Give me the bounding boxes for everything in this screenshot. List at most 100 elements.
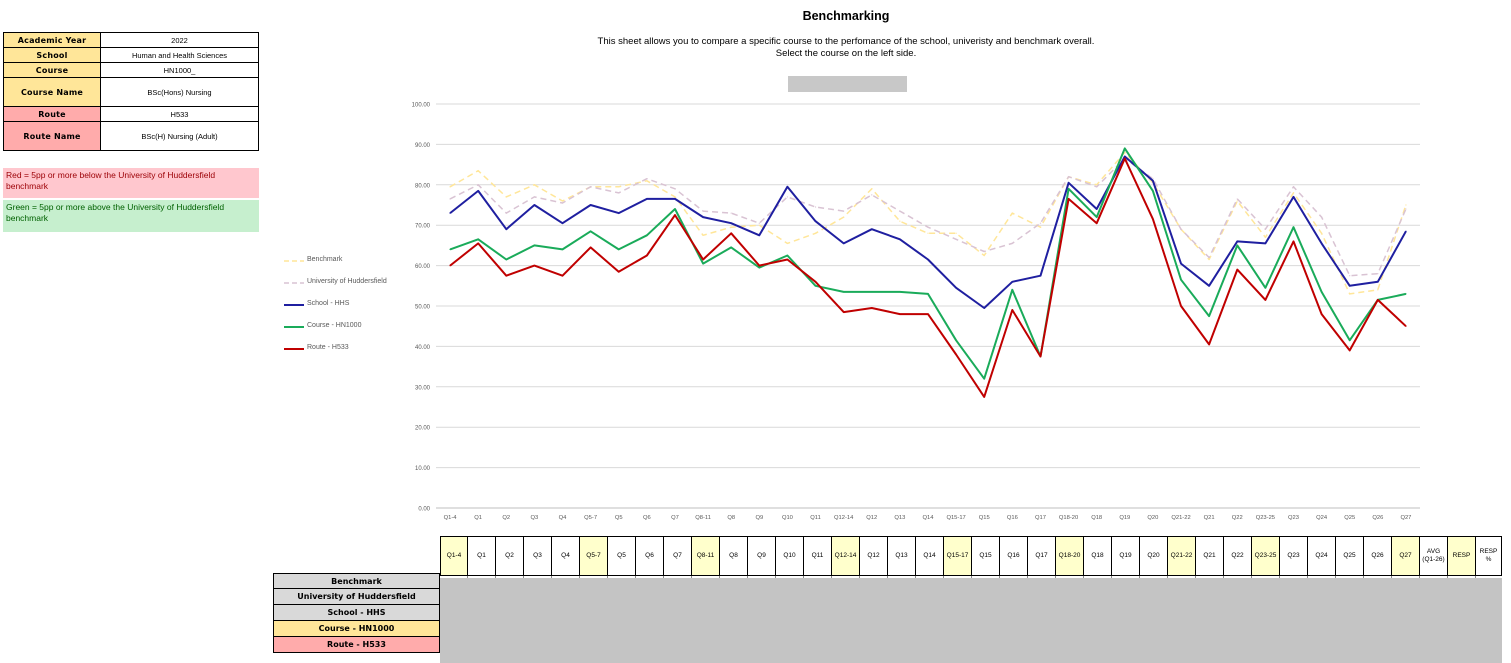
legend-swatch [284,326,304,328]
data-point-course-hn1000 [786,254,789,257]
info-row-route-name: Route Name BSc(H) Nursing (Adult) [3,121,259,151]
data-point-benchmark [1292,192,1295,194]
column-header-resp: RESP % [1476,536,1502,576]
y-tick-label: 20.00 [415,426,431,432]
data-point-benchmark [983,254,985,257]
x-tick-label: Q16 [1007,515,1018,521]
data-point-course-hn1000 [618,248,620,251]
data-point-university-of-huddersfield [1039,222,1042,224]
data-point-school-hhs [1292,196,1295,198]
course-selector-bar[interactable] [788,76,907,92]
data-point-benchmark [618,186,620,188]
data-point-route-h533 [927,313,929,315]
data-point-route-h533 [1011,309,1013,311]
data-point-benchmark [674,196,676,198]
data-point-school-hhs [505,228,507,230]
legend-label: Route - H533 [307,344,349,351]
data-point-course-hn1000 [1321,291,1323,293]
x-tick-label: Q15-17 [946,515,965,521]
data-point-course-hn1000 [758,267,760,269]
column-header-q17: Q17 [1028,536,1056,576]
column-header-q5-7: Q5-7 [580,536,608,576]
x-tick-label: Q1 [474,515,482,521]
data-point-school-hhs [983,307,985,309]
data-point-benchmark [646,180,648,182]
data-point-course-hn1000 [814,285,817,287]
data-point-benchmark [561,200,564,202]
data-point-university-of-huddersfield [1067,176,1070,178]
column-header-q18-20: Q18-20 [1056,536,1084,576]
x-tick-label: Q20 [1147,515,1158,521]
data-point-benchmark [814,232,817,234]
data-point-school-hhs [1377,281,1379,283]
data-point-school-hhs [646,198,648,200]
column-header-q8: Q8 [720,536,748,576]
data-point-course-hn1000 [871,291,873,293]
info-label: Route Name [3,121,101,151]
data-point-university-of-huddersfield [730,212,732,214]
data-point-route-h533 [702,258,704,261]
data-point-school-hhs [1349,285,1351,287]
column-header-q26: Q26 [1364,536,1392,576]
data-point-course-hn1000 [1208,315,1210,317]
data-point-benchmark [1096,184,1098,186]
description-line-1: This sheet allows you to compare a speci… [597,36,1095,47]
column-header-q7: Q7 [664,536,692,576]
x-tick-label: Q18-20 [1059,515,1078,521]
data-point-route-h533 [1124,157,1126,160]
column-header-resp: RESP [1448,536,1476,576]
data-point-university-of-huddersfield [449,198,451,200]
info-row-course-name: Course Name BSc(Hons) Nursing [3,77,259,107]
data-point-school-hhs [730,222,732,224]
x-tick-label: Q10 [782,515,793,521]
column-header-q22: Q22 [1224,536,1252,576]
data-point-school-hhs [871,228,873,230]
data-point-school-hhs [1039,275,1042,277]
x-tick-label: Q1-4 [444,515,458,521]
legend-label: Course - HN1000 [307,322,362,329]
results-row-labels: Benchmark University of Huddersfield Schoo… [273,573,440,653]
x-tick-label: Q23-25 [1256,515,1275,521]
x-tick-label: Q19 [1119,515,1130,521]
data-point-school-hhs [1264,242,1266,244]
data-point-benchmark [899,220,901,222]
x-tick-label: Q23 [1288,515,1299,521]
data-point-course-hn1000 [1349,339,1351,341]
column-header-q24: Q24 [1308,536,1336,576]
x-tick-label: Q13 [894,515,905,521]
column-header-q15-17: Q15-17 [944,536,972,576]
green-threshold-note: Green = 5pp or more above the University… [3,200,259,232]
info-value: Human and Health Sciences [100,47,259,63]
data-point-university-of-huddersfield [674,188,676,190]
data-point-course-hn1000 [1067,188,1070,190]
data-point-benchmark [927,232,929,234]
data-point-benchmark [477,170,479,172]
column-header-q16: Q16 [1000,536,1028,576]
info-value: BSc(H) Nursing (Adult) [100,121,259,151]
data-point-benchmark [1405,204,1407,206]
data-point-course-hn1000 [477,238,479,240]
y-tick-label: 0.00 [418,507,430,513]
data-point-benchmark [843,216,845,218]
info-label: Route [3,106,101,122]
data-point-school-hhs [927,258,929,261]
data-point-university-of-huddersfield [533,196,535,198]
data-point-university-of-huddersfield [1180,228,1182,230]
data-point-university-of-huddersfield [561,202,564,204]
description-line-2: Select the course on the left side. [775,48,917,59]
x-tick-label: Q22 [1232,515,1243,521]
data-point-university-of-huddersfield [618,192,620,194]
data-point-benchmark [505,196,507,198]
data-point-route-h533 [1208,343,1210,345]
data-point-route-h533 [590,246,592,249]
x-tick-label: Q4 [559,515,568,521]
y-tick-label: 90.00 [415,143,431,149]
info-row-school: School Human and Health Sciences [3,47,259,63]
column-header-avg-q1-26: AVG (Q1-26) [1420,536,1448,576]
legend-label: School - HHS [307,300,350,307]
series-line-university-of-huddersfield [449,157,1407,277]
data-point-route-h533 [1264,299,1266,301]
data-point-course-hn1000 [449,248,451,251]
legend-swatch [284,304,304,306]
x-tick-label: Q18 [1091,515,1102,521]
